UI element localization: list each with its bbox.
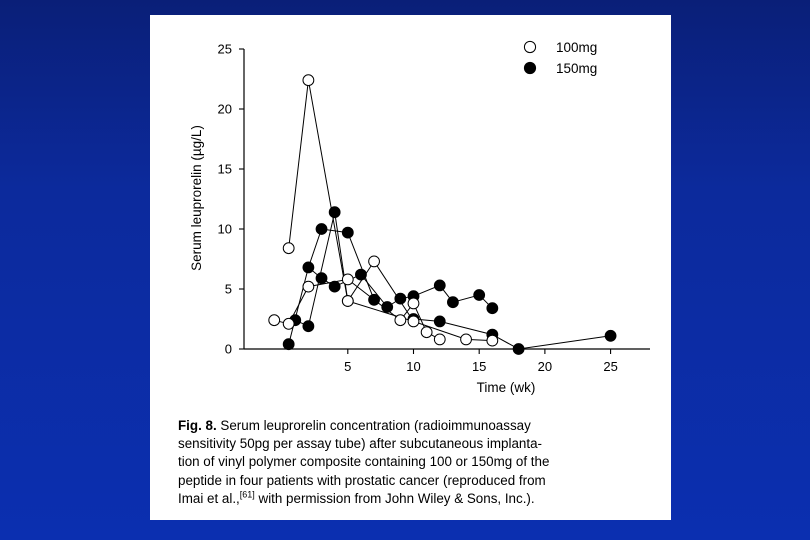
caption-line-1: Fig. 8. Serum leuprorelin concentration …	[178, 417, 666, 435]
x-tick-label: 20	[538, 359, 552, 374]
data-point-100mg	[341, 273, 354, 286]
caption-line-5-post: with permission from John Wiley & Sons, …	[254, 490, 535, 506]
data-point-150mg	[328, 280, 341, 293]
caption-reference: [61]	[239, 489, 255, 500]
data-point-150mg	[282, 338, 295, 351]
data-point-150mg	[394, 292, 407, 305]
data-point-150mg	[433, 279, 446, 292]
data-point-150mg	[381, 301, 394, 313]
data-point-150mg	[302, 261, 315, 274]
x-tick-label: 5	[344, 359, 351, 374]
data-point-150mg	[447, 296, 459, 309]
data-point-150mg	[604, 329, 617, 342]
data-point-100mg	[282, 317, 295, 330]
data-point-100mg	[486, 334, 499, 347]
data-point-150mg	[302, 320, 315, 333]
data-point-150mg	[368, 293, 380, 306]
y-axis-label: Serum leuprorelin (µg/L)	[189, 125, 204, 271]
data-point-100mg	[407, 315, 420, 328]
data-point-100mg	[268, 314, 281, 327]
data-point-100mg	[302, 280, 315, 293]
figure-panel: 0 5 10 15 20 25 5 10 15 20 25 Serum leuprorelin (µ…	[150, 15, 671, 520]
y-tick-label: 10	[218, 222, 232, 237]
chart: 0 5 10 15 20 25 5 10 15 20 25 Serum leuprorelin (µ…	[189, 40, 650, 395]
caption-line-1-text: Serum leuprorelin concentration (radioim…	[216, 418, 531, 433]
data-point-150mg	[512, 343, 525, 355]
caption-line-5: Imai et al.,[61] with permission from Jo…	[178, 490, 666, 508]
data-point-100mg	[368, 255, 380, 268]
figure-caption: Fig. 8. Serum leuprorelin concentration …	[178, 417, 666, 508]
data-point-100mg	[394, 314, 407, 327]
legend-label-150mg: 150mg	[556, 61, 597, 76]
series-100mg-line-3	[347, 300, 493, 342]
data-point-150mg	[315, 223, 328, 235]
data-point-100mg	[302, 74, 315, 87]
y-tick-label: 0	[225, 342, 232, 357]
y-tick-label: 15	[218, 162, 232, 177]
legend-label-100mg: 100mg	[556, 40, 597, 55]
x-axis-label: Time (wk)	[477, 380, 536, 395]
data-point-100mg	[341, 295, 354, 307]
data-point-150mg	[328, 206, 341, 219]
series-100mg-line-2	[274, 278, 441, 340]
data-point-150mg	[315, 272, 328, 285]
data-point-100mg	[460, 333, 472, 346]
x-tick-label: 10	[406, 359, 420, 374]
caption-line-5-pre: Imai et al.,	[178, 490, 240, 506]
data-point-150mg	[341, 226, 354, 239]
chart-markers	[268, 74, 617, 355]
chart-axes: 0 5 10 15 20 25 5 10 15 20 25	[218, 42, 650, 374]
caption-fig-label: Fig. 8.	[178, 418, 217, 433]
x-tick-label: 15	[472, 359, 486, 374]
legend-marker-150mg	[523, 61, 537, 75]
data-point-100mg	[433, 333, 446, 346]
data-point-150mg	[433, 315, 446, 328]
y-tick-label: 25	[218, 42, 232, 57]
caption-line-3: tion of vinyl polymer composite containi…	[178, 454, 550, 470]
y-tick-label: 5	[225, 282, 232, 297]
legend: 100mg 150mg	[523, 40, 597, 76]
data-point-100mg	[282, 242, 295, 255]
y-tick-label: 20	[218, 102, 232, 117]
data-point-150mg	[473, 289, 486, 301]
data-point-150mg	[486, 302, 499, 315]
chart-lines	[274, 80, 611, 350]
legend-marker-100mg	[523, 40, 537, 54]
x-tick-label: 25	[603, 359, 617, 374]
caption-line-2: sensitivity 50pg per assay tube) after s…	[178, 436, 542, 452]
data-point-100mg	[407, 297, 420, 310]
data-point-150mg	[355, 268, 367, 281]
data-point-100mg	[420, 326, 433, 339]
caption-line-4: peptide in four patients with prostatic …	[178, 472, 546, 488]
series-150mg-line-2	[294, 212, 349, 327]
